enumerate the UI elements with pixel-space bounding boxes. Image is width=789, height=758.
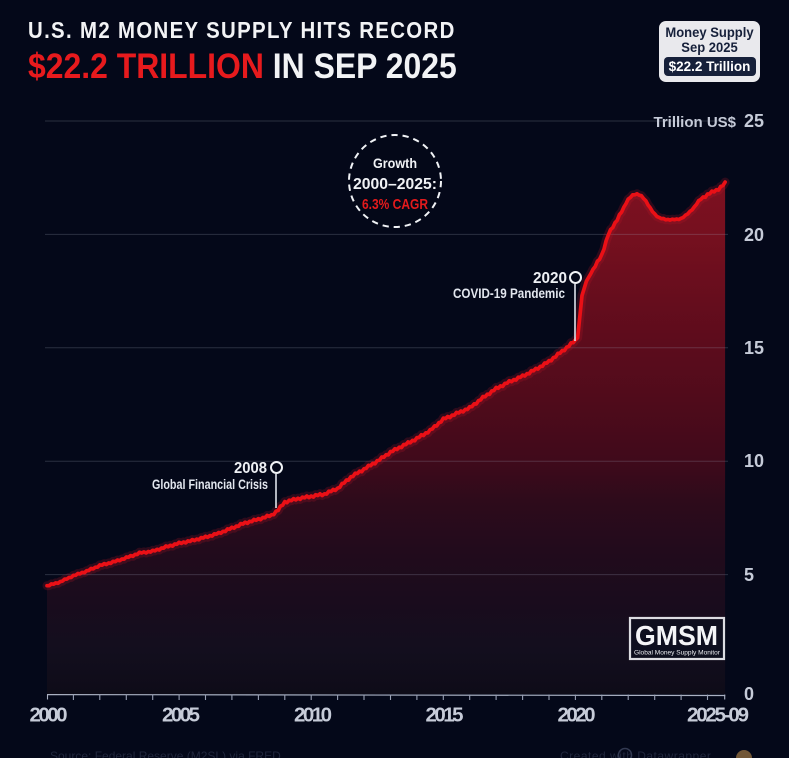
svg-text:2008: 2008: [234, 460, 267, 477]
svg-text:2010: 2010: [294, 704, 332, 727]
svg-text:2000–2025:: 2000–2025:: [353, 176, 437, 193]
svg-text:5: 5: [744, 565, 754, 585]
svg-text:Growth: Growth: [373, 155, 417, 171]
svg-text:2005: 2005: [162, 704, 200, 727]
svg-text:COVID-19 Pandemic: COVID-19 Pandemic: [453, 286, 565, 301]
svg-text:2025-09: 2025-09: [687, 704, 749, 727]
svg-text:Global Financial Crisis: Global Financial Crisis: [152, 477, 268, 492]
svg-text:10: 10: [744, 451, 764, 471]
svg-text:2020: 2020: [533, 270, 567, 287]
svg-text:2000: 2000: [30, 704, 68, 727]
svg-text:Trillion US$: Trillion US$: [653, 114, 736, 131]
svg-text:25: 25: [744, 111, 764, 131]
svg-text:Global Money Supply Monitor: Global Money Supply Monitor: [634, 650, 720, 657]
svg-text:GMSM: GMSM: [635, 620, 718, 651]
svg-text:2020: 2020: [558, 704, 596, 727]
svg-text:2015: 2015: [426, 704, 464, 727]
svg-text:20: 20: [744, 225, 764, 245]
svg-text:6.3% CAGR: 6.3% CAGR: [362, 196, 428, 213]
svg-text:0: 0: [744, 684, 754, 704]
svg-text:15: 15: [744, 338, 764, 358]
